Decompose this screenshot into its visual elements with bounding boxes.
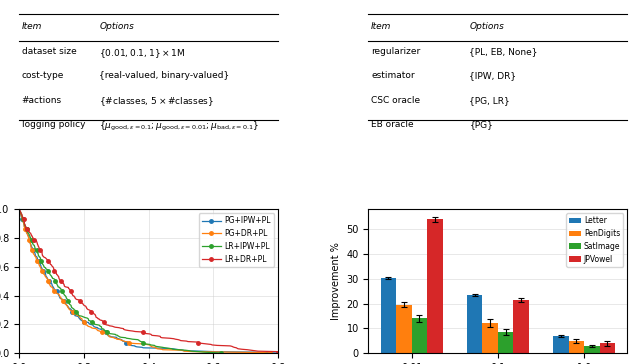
- PG+IPW+PL: [65, 305, 72, 310]
- PG+DR+PL: [38, 270, 46, 274]
- Text: CSC oracle: CSC oracle: [371, 96, 420, 105]
- LR+DR+PL: [49, 265, 57, 269]
- LR+DR+PL: [83, 305, 90, 310]
- LR+IPW+PL: [101, 328, 109, 333]
- Line: PG+DR+PL: PG+DR+PL: [17, 207, 272, 355]
- LR+DR+PL: [100, 320, 108, 325]
- Text: Options: Options: [469, 23, 504, 31]
- Bar: [498, 332, 513, 353]
- Text: cost-type: cost-type: [22, 71, 64, 80]
- Text: logging policy: logging policy: [22, 120, 85, 129]
- LR+DR+PL: [125, 328, 132, 333]
- Line: LR+IPW+PL: LR+IPW+PL: [17, 207, 223, 355]
- PG+IPW+PL: [100, 328, 108, 333]
- Bar: [513, 300, 529, 353]
- Bar: [483, 323, 498, 353]
- PG+DR+PL: [36, 265, 44, 269]
- Legend: Letter, PenDigits, SatImage, JPVowel: Letter, PenDigits, SatImage, JPVowel: [566, 213, 623, 267]
- PG+DR+PL: [81, 320, 88, 325]
- Text: {PG, LR}: {PG, LR}: [469, 96, 510, 105]
- LR+DR+PL: [51, 270, 58, 274]
- LR+IPW+PL: [88, 320, 96, 325]
- LR+IPW+PL: [139, 340, 147, 345]
- Line: LR+DR+PL: LR+DR+PL: [17, 207, 280, 355]
- Text: {PL, EB, None}: {PL, EB, None}: [469, 47, 538, 56]
- PG+IPW+PL: [84, 320, 92, 325]
- LR+IPW+PL: [68, 305, 76, 310]
- Text: $\{\mu_{\mathrm{good},\epsilon=0.1};\mu_{\mathrm{good},\epsilon=0.01};\mu_{\math: $\{\mu_{\mathrm{good},\epsilon=0.1};\mu_…: [99, 120, 260, 133]
- LR+DR+PL: [274, 351, 282, 355]
- Bar: [427, 219, 443, 353]
- Bar: [412, 318, 427, 353]
- LR+IPW+PL: [15, 207, 23, 211]
- PG+IPW+PL: [122, 340, 129, 345]
- PG+DR+PL: [125, 340, 133, 345]
- Bar: [553, 336, 568, 353]
- Text: regularizer: regularizer: [371, 47, 420, 56]
- Bar: [584, 346, 600, 353]
- Text: dataset size: dataset size: [22, 47, 77, 56]
- PG+IPW+PL: [15, 207, 23, 211]
- Text: {PG}: {PG}: [469, 120, 493, 129]
- PG+DR+PL: [64, 305, 72, 310]
- LR+DR+PL: [15, 207, 23, 211]
- Bar: [381, 278, 396, 353]
- PG+IPW+PL: [274, 351, 282, 355]
- Legend: PG+IPW+PL, PG+DR+PL, LR+IPW+PL, LR+DR+PL: PG+IPW+PL, PG+DR+PL, LR+IPW+PL, LR+DR+PL: [198, 213, 274, 267]
- Text: {real-valued, binary-valued}: {real-valued, binary-valued}: [99, 71, 230, 80]
- PG+IPW+PL: [38, 265, 45, 269]
- Text: $\{0.01, 0.1, 1\}\times$1M: $\{0.01, 0.1, 1\}\times$1M: [99, 47, 186, 60]
- LR+IPW+PL: [218, 351, 225, 355]
- Text: EB oracle: EB oracle: [371, 120, 413, 129]
- Bar: [600, 343, 615, 353]
- Bar: [467, 295, 483, 353]
- Bar: [396, 305, 412, 353]
- LR+IPW+PL: [41, 265, 49, 269]
- Text: estimator: estimator: [371, 71, 415, 80]
- Text: #actions: #actions: [22, 96, 62, 105]
- LR+IPW+PL: [45, 270, 52, 274]
- PG+DR+PL: [266, 351, 274, 355]
- Bar: [568, 341, 584, 353]
- PG+IPW+PL: [40, 270, 48, 274]
- PG+DR+PL: [15, 207, 23, 211]
- LR+DR+PL: [194, 340, 202, 345]
- Text: {IPW, DR}: {IPW, DR}: [469, 71, 516, 80]
- Text: Item: Item: [22, 23, 42, 31]
- Line: PG+IPW+PL: PG+IPW+PL: [17, 207, 280, 355]
- PG+DR+PL: [94, 328, 102, 333]
- Text: Item: Item: [371, 23, 392, 31]
- Y-axis label: Improvement %: Improvement %: [331, 242, 341, 320]
- Text: $\{\#$classes, $5\times\#$classes$\}$: $\{\#$classes, $5\times\#$classes$\}$: [99, 96, 214, 108]
- Text: Options: Options: [99, 23, 134, 31]
